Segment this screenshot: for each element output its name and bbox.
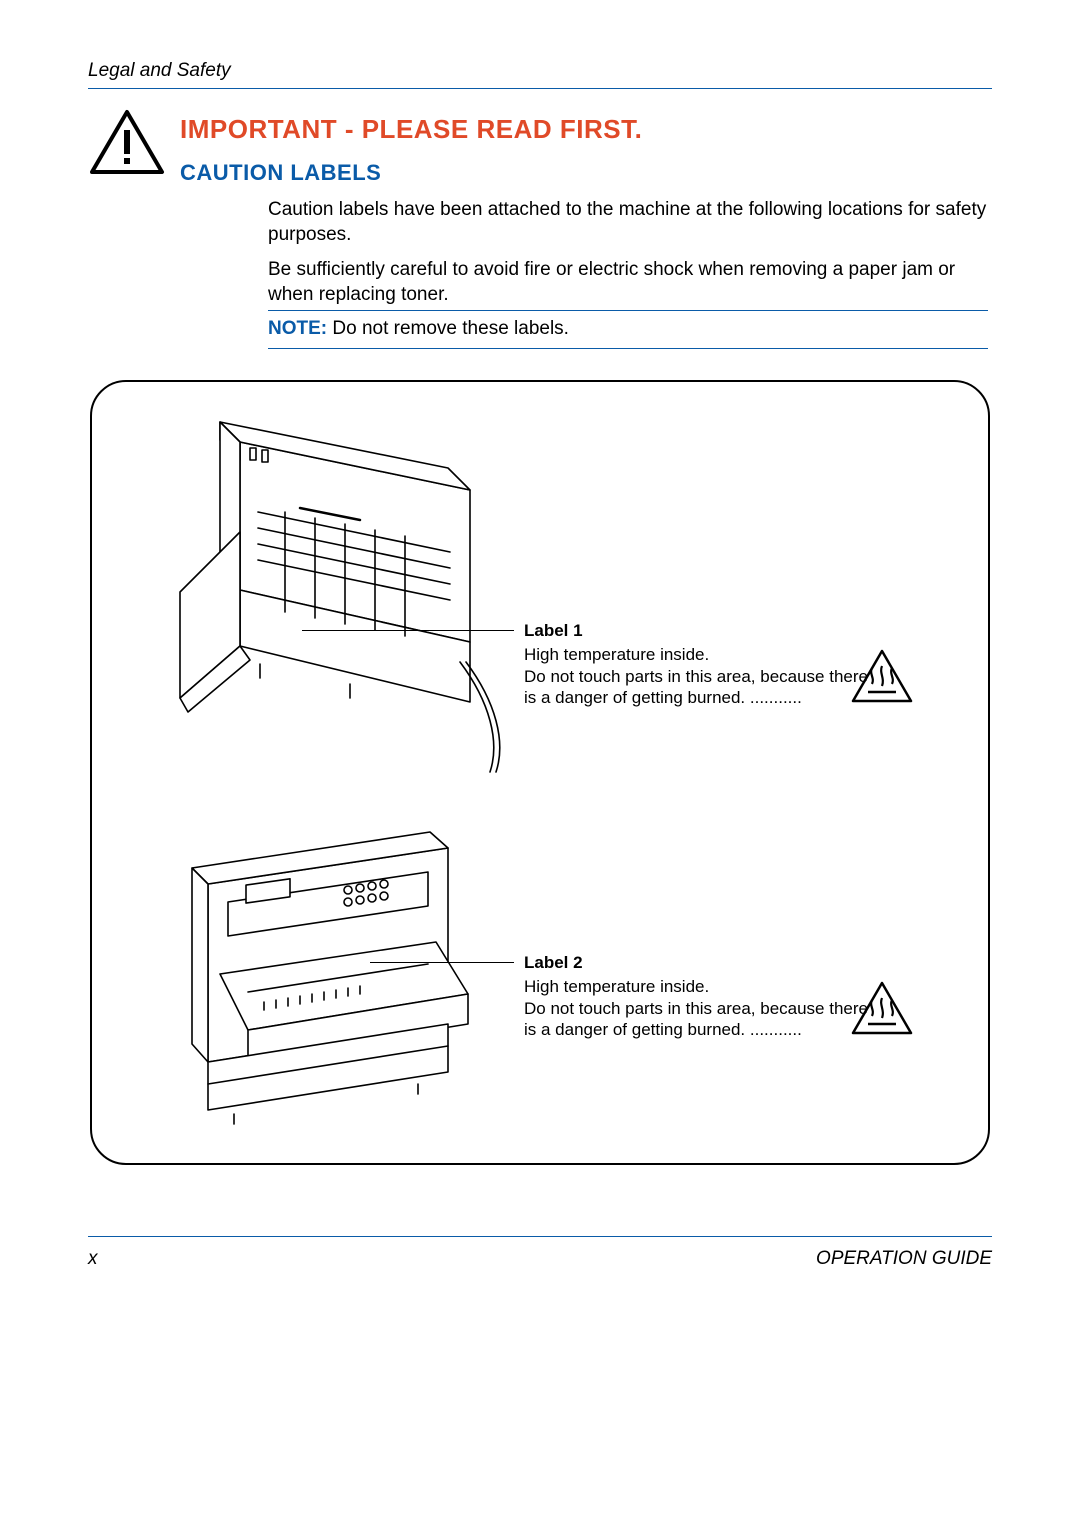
label-1-text: High temperature inside. Do not touch pa…	[524, 644, 884, 709]
footer-guide: OPERATION GUIDE	[816, 1248, 992, 1270]
printer-rear-illustration	[150, 402, 530, 787]
label-2-heading: Label 2	[524, 952, 884, 974]
callout-line-2	[370, 962, 514, 963]
paragraph-2: Be sufficiently careful to avoid fire or…	[268, 258, 988, 307]
note-label: NOTE:	[268, 318, 327, 339]
section-header: Legal and Safety	[88, 60, 231, 82]
warning-triangle-icon	[88, 108, 166, 183]
page-number: x	[88, 1248, 98, 1270]
printer-front-illustration	[168, 824, 508, 1149]
label-2-block: Label 2 High temperature inside. Do not …	[524, 952, 884, 1041]
hot-surface-icon	[850, 980, 914, 1043]
callout-line-1	[302, 630, 514, 631]
footer-rule	[88, 1236, 992, 1237]
hot-surface-icon	[850, 648, 914, 711]
note-text: Do not remove these labels.	[327, 318, 569, 339]
label-1-block: Label 1 High temperature inside. Do not …	[524, 620, 884, 709]
main-title: IMPORTANT - PLEASE READ FIRST.	[180, 114, 642, 145]
note-rule-top	[268, 310, 988, 311]
sub-title: CAUTION LABELS	[180, 160, 381, 186]
note-line: NOTE: Do not remove these labels.	[268, 318, 569, 340]
label-2-text: High temperature inside. Do not touch pa…	[524, 976, 884, 1041]
paragraph-1: Caution labels have been attached to the…	[268, 198, 988, 247]
figure-box: Label 1 High temperature inside. Do not …	[90, 380, 990, 1165]
label-1-heading: Label 1	[524, 620, 884, 642]
note-rule-bottom	[268, 348, 988, 349]
header-rule	[88, 88, 992, 89]
